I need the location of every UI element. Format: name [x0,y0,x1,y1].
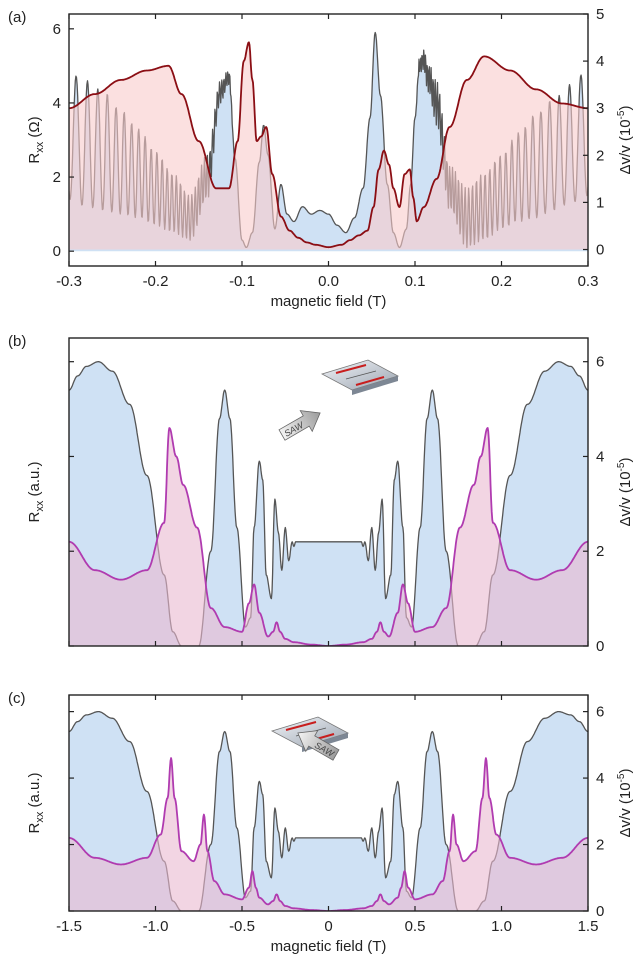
x-tick-label: 0.2 [491,273,512,290]
series-1-line [69,757,588,911]
y-tick-label: 4 [53,95,61,112]
series-1-line [69,41,588,249]
y2-tick-label: 0 [596,638,604,655]
x-axis-label: magnetic field (T) [271,293,387,310]
x-tick-label: 0 [324,918,332,935]
saw-inset: SAW [270,716,350,761]
x-tick-label: 1.0 [491,918,512,935]
y2-tick-label: 2 [596,543,604,560]
y2-axis-label: Δv/v (10-5) [616,458,634,527]
x-tick-label: 0.0 [318,273,339,290]
edge-state-arrow [355,376,385,386]
saw-arrow-shape [297,730,340,761]
saw-inset: SAW [278,359,400,441]
series-1-area [69,42,588,250]
panel-a: -0.3 -0.2 -0.1 0.0 0.1 0.2 0.3 0 2 4 6 0 1 2 3 4 5 (a) Rxx… [8,6,634,310]
x-tick-label: 0.5 [405,918,426,935]
x-tick-label: -1.5 [56,918,82,935]
y2-tick-label: 0 [596,242,604,259]
y2-axis-label: Δv/v (10-5) [616,769,634,838]
panel-label: (c) [8,690,26,707]
sample-line [345,370,377,380]
x-tick-label: 0.3 [578,273,599,290]
y2-tick-label: 6 [596,704,604,721]
y2-axis-label: Δv/v (10-5) [616,106,634,175]
y2-tick-label: 5 [596,6,604,23]
y-tick-label: 2 [53,169,61,186]
series-1-area [69,758,588,911]
x-tick-label: -0.2 [143,273,169,290]
y2-tick-label: 6 [596,354,604,371]
y-axis-label: Rxx (Ω) [26,116,46,163]
series-1-line [69,427,588,646]
y2-tick-label: 0 [596,903,604,920]
y-axis-label: Rxx (a.u.) [26,772,46,833]
panel-label: (a) [8,9,26,26]
y2-tick-label: 4 [596,448,604,465]
x-tick-label: -0.5 [229,918,255,935]
series-0-line [69,710,588,911]
x-axis-label: magnetic field (T) [271,938,387,955]
x-tick-label: -1.0 [143,918,169,935]
saw-arrow-shape [278,410,321,441]
y-axis-label: Rxx (a.u.) [26,461,46,522]
saw-arrow: SAW [278,410,321,441]
series-0-line [69,361,588,646]
y2-tick-label: 2 [596,837,604,854]
y-tick-label: 0 [53,243,61,260]
y2-tick-label: 4 [596,770,604,787]
sample-edge [352,376,398,395]
y2-tick-label: 4 [596,53,604,70]
edge-state-arrow [285,721,317,731]
y2-tick-label: 2 [596,147,604,164]
y2-tick-label: 3 [596,100,604,117]
panel-label: (b) [8,333,26,350]
panel-b: 0 2 4 6 (b) Rxx (a.u.) Δv/v (10-5) SAW [8,333,634,655]
x-tick-label: -0.3 [56,273,82,290]
x-tick-label: 1.5 [578,918,599,935]
series-1-area [69,428,588,646]
edge-state-arrow [335,364,367,374]
x-tick-label: -0.1 [229,273,255,290]
y2-tick-label: 1 [596,194,604,211]
y-tick-label: 6 [53,21,61,38]
x-tick-label: 0.1 [405,273,426,290]
